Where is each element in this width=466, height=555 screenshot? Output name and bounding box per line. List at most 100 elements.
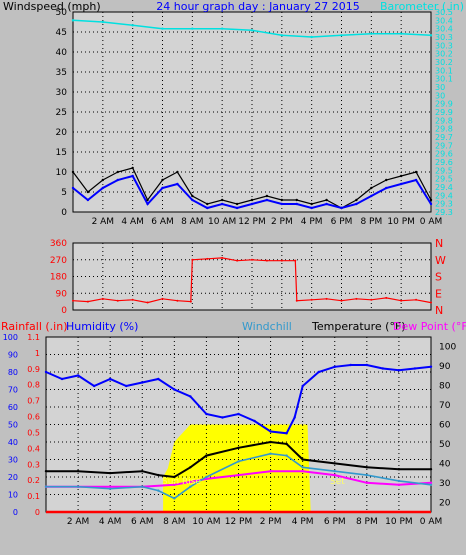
temperature-point [76, 469, 80, 473]
temperature-x-tick-label: 4 PM [292, 517, 314, 527]
windspeed-tick-label: 10 [56, 168, 68, 178]
direction-degree-label: 180 [50, 273, 67, 283]
humidity-tick-label: 100 [3, 333, 18, 342]
temperature-point [269, 440, 272, 444]
wind-average-point [131, 174, 134, 178]
humidity-point [76, 374, 80, 377]
wind-direction-point [415, 298, 418, 301]
temperature-x-axis-ticks: 2 AM 4 AM 6 AM 8 AM 10 AM 12 PM 2 PM 4 PM 6 PM 8 … [67, 517, 442, 527]
windchill-point [108, 487, 112, 490]
windspeed-point [370, 186, 373, 190]
wind-average-point [220, 202, 224, 206]
temperature-series-group [44, 363, 433, 514]
temperature-point [205, 454, 208, 457]
humidity-point [157, 377, 160, 381]
wind-average-point [101, 186, 105, 190]
wind-direction-point [236, 259, 239, 262]
dew-point-point [429, 481, 433, 485]
wind-x-tick-label: 4 AM [121, 217, 144, 227]
windspeed-point [116, 170, 119, 174]
wind-x-tick-label: 6 PM [331, 217, 353, 227]
wind-direction-point [161, 297, 164, 300]
rainfall-tick-label: 0.6 [27, 413, 40, 422]
wind-direction-point [206, 257, 209, 260]
windspeed-tick-label: 5 [61, 188, 67, 198]
rainfall-tick-label: 0.9 [27, 365, 40, 374]
rainfall-axis-label: Rainfall (.in) [1, 320, 68, 333]
windchill-point [173, 497, 176, 500]
windspeed-point [250, 198, 254, 202]
barometer-tick-label: 30.1 [435, 75, 453, 84]
sunrise-label: Sun Rise [162, 477, 201, 487]
wind-direction-point [116, 299, 119, 302]
dew-point-point [173, 483, 176, 486]
direction-degree-label: 360 [50, 239, 67, 249]
windspeed-point [265, 194, 269, 198]
compass-label: N [435, 237, 443, 250]
dew-point-point [108, 485, 112, 488]
temperature-tick-label: 50 [439, 440, 451, 450]
temperature-tick-label: 60 [439, 421, 451, 431]
wind-average-point [176, 182, 179, 186]
rainfall-tick-label: 0.5 [27, 428, 40, 437]
windchill-point [44, 485, 48, 488]
windspeed-axis-ticks: 0 5 10 15 20 25 30 35 40 45 50 [56, 8, 68, 218]
windspeed-tick-label: 35 [56, 68, 67, 78]
barometer-point [250, 29, 254, 32]
wind-average-point [355, 202, 358, 206]
dew-point-point [269, 469, 272, 473]
wind-direction-point [189, 300, 192, 303]
direction-degree-ticks: 0 90 180 270 360 [50, 239, 67, 316]
windspeed-tick-label: 0 [61, 208, 67, 218]
barometer-point [310, 35, 313, 39]
temperature-point [44, 469, 48, 473]
wind-average-point [340, 206, 343, 210]
barometer-tick-label: 29.4 [435, 191, 453, 200]
wind-average-point [86, 198, 90, 202]
humidity-point [381, 367, 385, 370]
windspeed-point [220, 198, 224, 202]
barometer-tick-label: 29.9 [435, 100, 453, 109]
windspeed-tick-label: 15 [56, 148, 67, 158]
barometer-tick-label: 30.2 [435, 50, 453, 59]
humidity-point [429, 365, 433, 368]
barometer-tick-label: 29.9 [435, 108, 453, 117]
windchill-point [333, 469, 336, 473]
temperature-tick-label: 20 [439, 498, 451, 508]
humidity-point [141, 381, 144, 384]
barometer-point [429, 34, 433, 37]
windchill-point [141, 485, 144, 488]
windspeed-point [235, 202, 239, 206]
windspeed-tick-label: 20 [56, 128, 68, 138]
humidity-point [60, 377, 64, 381]
windspeed-point [295, 198, 298, 202]
temperature-x-tick-label: 0 AM [420, 517, 443, 527]
barometer-point [161, 27, 164, 30]
wind-direction-point [310, 298, 313, 301]
windchill-point [157, 489, 160, 492]
barometer-tick-label: 30.4 [435, 16, 453, 25]
wind-direction-point [101, 297, 104, 300]
wind-average-point [370, 194, 373, 198]
barometer-tick-label: 29.8 [435, 125, 453, 134]
direction-degree-label: 90 [56, 289, 68, 299]
wind-average-point [146, 202, 149, 206]
compass-label: W [435, 254, 446, 267]
temperature-point [333, 462, 336, 465]
temperature-tick-label: 70 [439, 401, 451, 411]
sunset-label: Set [330, 477, 345, 487]
barometer-point [399, 32, 403, 35]
windspeed-point [131, 166, 134, 170]
barometer-tick-label: 29.5 [435, 166, 453, 175]
solar-radiation-area [163, 424, 311, 512]
windspeed-axis-label: Windspeed (mph) [3, 0, 101, 13]
humidity-point [317, 370, 320, 374]
barometer-tick-label: 30 [435, 83, 445, 92]
chart-title: 24 hour graph day : January 27 2015 [156, 0, 360, 13]
windspeed-point [101, 178, 105, 182]
barometer-tick-label: 29.6 [435, 158, 453, 167]
temperature-axis-label: Temperature (°F) [311, 320, 406, 333]
windspeed-point [206, 202, 209, 206]
